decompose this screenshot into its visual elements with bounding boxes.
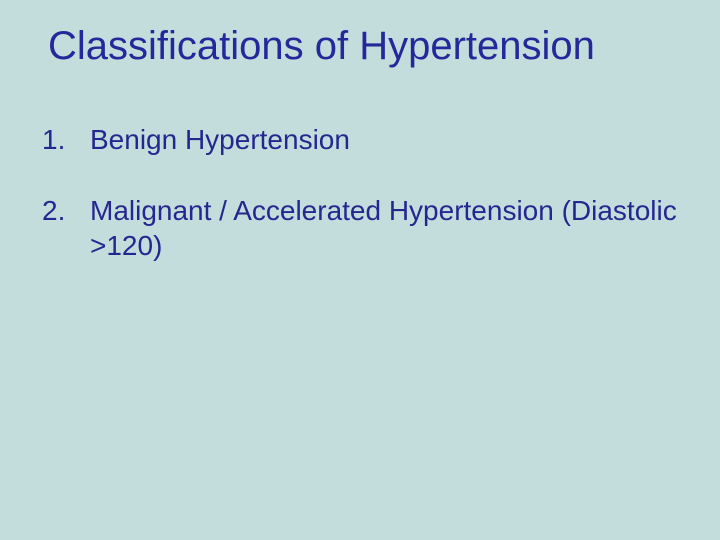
- slide: Classifications of Hypertension 1. Benig…: [0, 0, 720, 540]
- list-item-text: Malignant / Accelerated Hypertension (Di…: [90, 193, 680, 263]
- classification-list: 1. Benign Hypertension 2. Malignant / Ac…: [36, 122, 680, 263]
- list-item-number: 2.: [36, 193, 90, 228]
- list-item-number: 1.: [36, 122, 90, 157]
- slide-title: Classifications of Hypertension: [48, 24, 595, 69]
- list-item: 2. Malignant / Accelerated Hypertension …: [36, 193, 680, 263]
- list-item: 1. Benign Hypertension: [36, 122, 680, 157]
- list-item-text: Benign Hypertension: [90, 122, 680, 157]
